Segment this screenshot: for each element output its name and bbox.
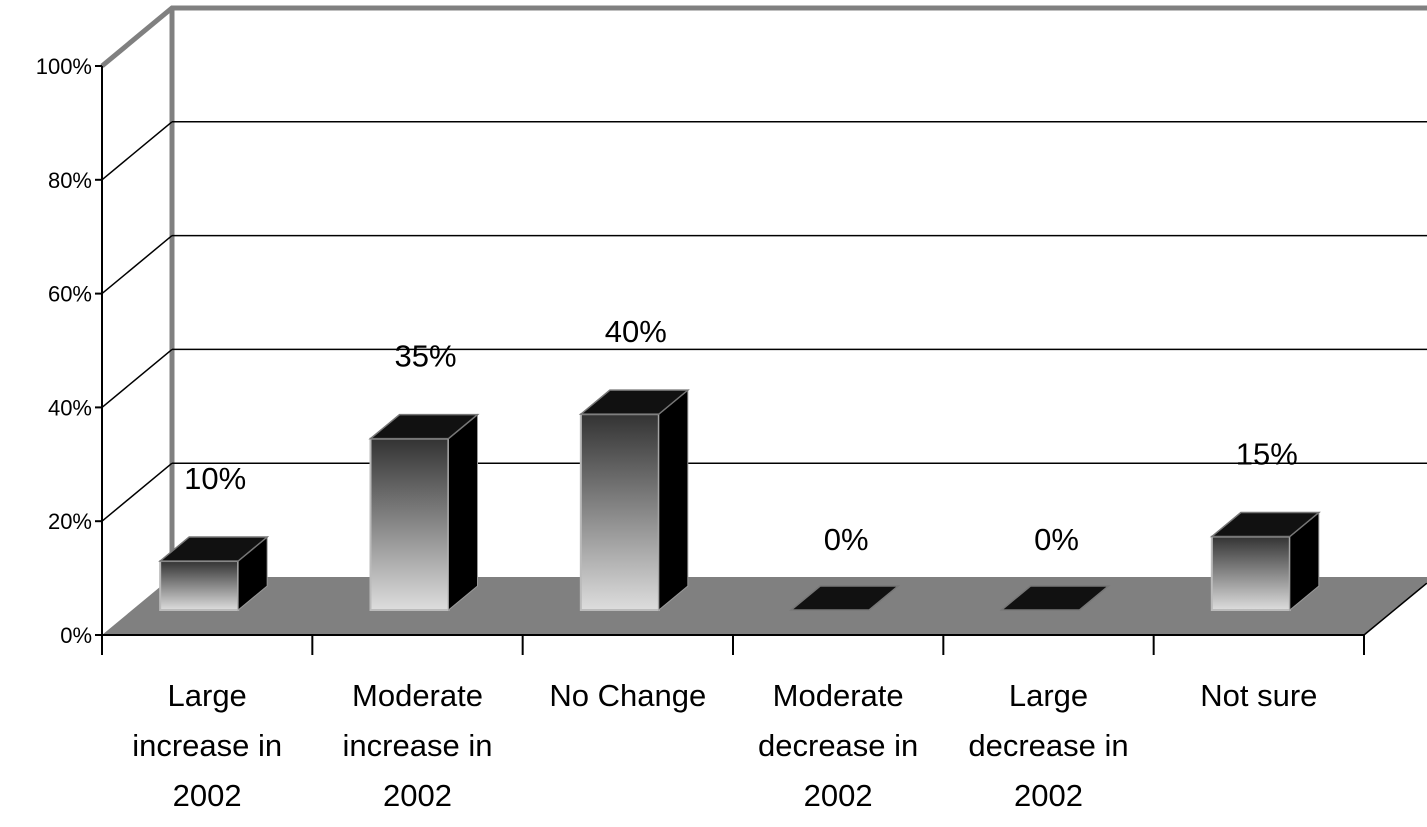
gridline-side	[101, 235, 173, 295]
gridline-side	[101, 121, 173, 181]
gridline-side	[101, 462, 173, 522]
x-category-label: Large decrease in 2002	[968, 678, 1128, 813]
x-category-label: Not sure	[1200, 678, 1317, 713]
y-tick-label: 20%	[48, 509, 92, 534]
y-tick-label: 100%	[36, 54, 92, 79]
x-category-label: No Change	[549, 678, 706, 713]
x-category-label: Large increase in 2002	[132, 678, 282, 813]
bar-value-label: 0%	[824, 522, 869, 557]
bar-top	[999, 585, 1111, 611]
floor-right-edge	[1363, 582, 1427, 636]
bar-value-label: 40%	[605, 314, 667, 349]
bar-value-label: 35%	[394, 339, 456, 374]
bar-front	[159, 560, 240, 611]
y-tick-label: 80%	[48, 168, 92, 193]
bar-value-label: 0%	[1034, 522, 1079, 557]
bar-value-label: 10%	[184, 461, 246, 496]
bar-top	[368, 413, 480, 440]
gridline-side	[101, 348, 173, 408]
y-tick-label: 40%	[48, 395, 92, 420]
bar-top	[1209, 511, 1321, 538]
x-category-label: Moderate decrease in 2002	[758, 678, 918, 813]
bar-top	[158, 536, 270, 562]
bar-side	[448, 413, 478, 612]
x-category-label: Moderate increase in 2002	[343, 678, 493, 813]
bar-side	[658, 389, 689, 612]
bar-front	[579, 413, 660, 611]
back-wall-top-edge	[100, 5, 1427, 68]
bar-value-label: 15%	[1236, 437, 1298, 472]
y-tick-label: 0%	[60, 623, 92, 648]
y-tick-label: 60%	[48, 282, 92, 307]
bar-top	[789, 585, 901, 611]
bar-front	[1210, 535, 1291, 611]
bar-front	[369, 437, 450, 612]
bar-top	[578, 389, 690, 415]
